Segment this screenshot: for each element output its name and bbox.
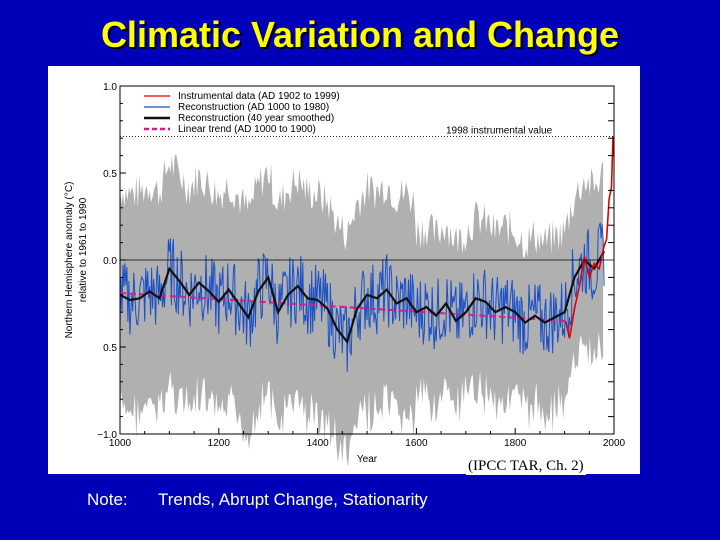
instrumental-line (564, 136, 615, 339)
note-label: Note: (87, 490, 128, 509)
x-tick-label: 1200 (208, 438, 231, 449)
x-axis-label: Year (357, 454, 378, 465)
uncertainty-band-layer (120, 154, 604, 468)
smoothed-line (119, 250, 606, 345)
chart-svg: 1998 instrumental value 1000 1200 1400 1600 1… (64, 82, 626, 468)
x-tick-label: 1000 (109, 438, 132, 449)
y-tick-label: 0.5 (103, 169, 117, 180)
chart-figure: 1998 instrumental value 1000 1200 1400 1600 1… (48, 66, 640, 474)
axes-layer: 1998 instrumental value 1000 1200 1400 1600 1… (64, 82, 626, 465)
legend-label-reconstruction: Reconstruction (AD 1000 to 1980) (178, 102, 329, 113)
x-tick-label: 1800 (504, 438, 527, 449)
y-tick-label: 0.5 (103, 343, 117, 354)
lines-layer (119, 136, 615, 345)
y-tick-label: 0.0 (103, 256, 117, 267)
y-tick-label: 1.0 (103, 82, 117, 93)
slide-title: Climatic Variation and Change (100, 14, 620, 55)
note-text: Trends, Abrupt Change, Stationarity (158, 490, 428, 509)
uncertainty-band (120, 154, 604, 468)
legend-label-instrumental: Instrumental data (AD 1902 to 1999) (178, 91, 340, 102)
citation: (IPCC TAR, Ch. 2) (466, 458, 586, 475)
legend-label-trend: Linear trend (AD 1000 to 1900) (178, 124, 316, 135)
y-tick-label: −1.0 (97, 430, 117, 441)
x-tick-label: 2000 (603, 438, 626, 449)
x-tick-label: 1600 (405, 438, 428, 449)
legend-label-smoothed: Reconstruction (40 year smoothed) (178, 113, 334, 124)
trend-line (119, 292, 565, 322)
x-tick-label: 1400 (306, 438, 329, 449)
y-axis-label: Northern Hemisphere anomaly (°C) (64, 182, 75, 339)
annotation-1998: 1998 instrumental value (446, 125, 553, 136)
legend-layer: Instrumental data (AD 1902 to 1999)Recon… (144, 91, 340, 135)
y-axis-label-2: relative to 1961 to 1990 (78, 197, 89, 302)
